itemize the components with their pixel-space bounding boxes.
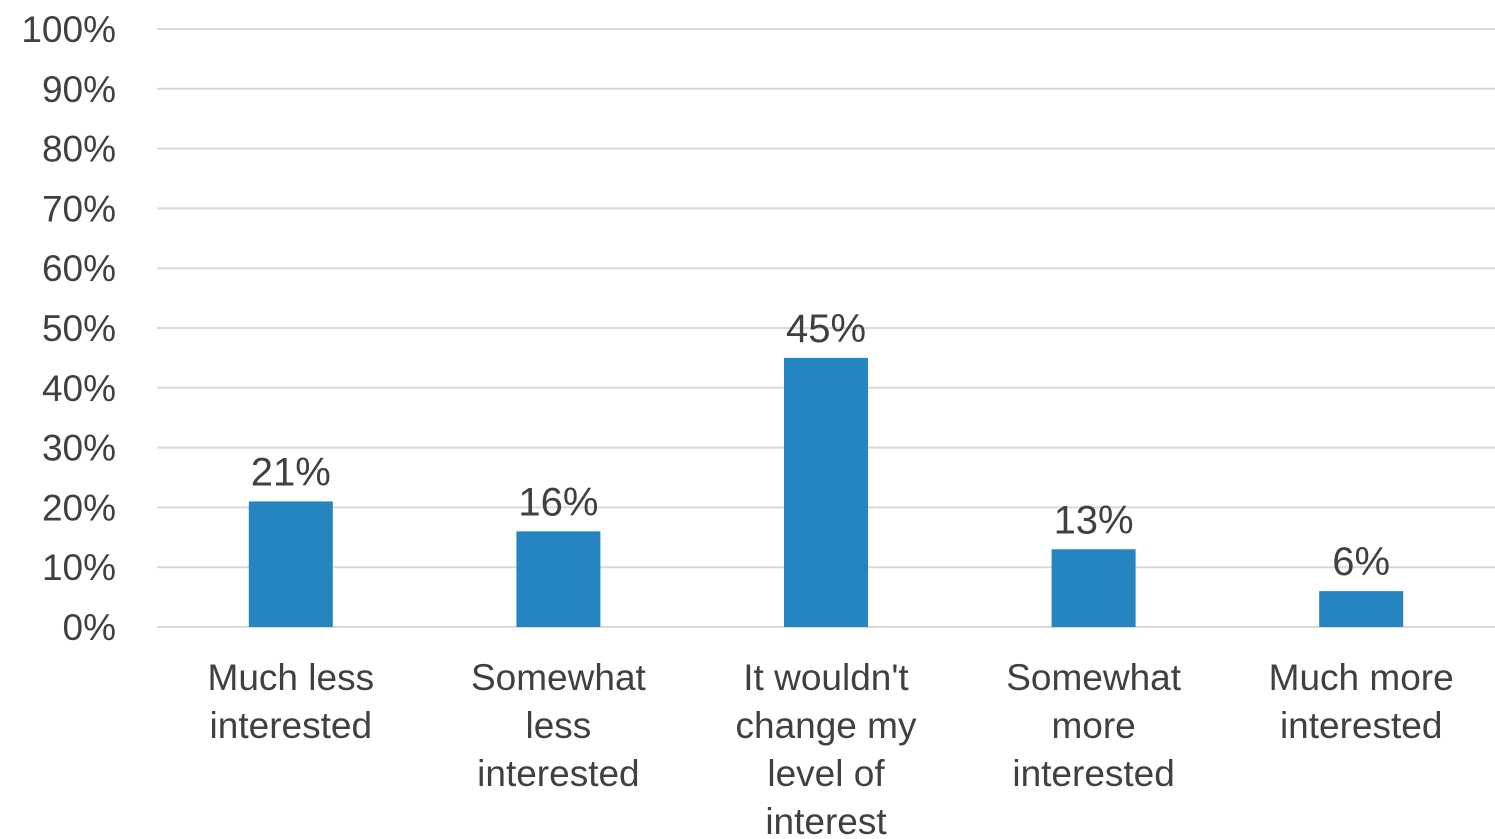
bar [1051, 549, 1136, 627]
data-label: 45% [786, 307, 866, 351]
y-tick-label: 50% [42, 308, 116, 349]
y-tick-label: 100% [21, 9, 116, 50]
bar [784, 357, 868, 627]
category-label-line: Much less [208, 657, 375, 698]
category-label-line: less [525, 705, 591, 746]
bar [248, 501, 333, 627]
category-label-line: Somewhat [471, 657, 647, 698]
x-axis-category-labels: Much less interested Somewhat less intereste… [208, 657, 1454, 839]
y-tick-label: 70% [42, 188, 116, 229]
category-label-line: It wouldn't [743, 657, 909, 698]
bar [1319, 591, 1404, 627]
y-tick-label: 80% [42, 129, 116, 170]
category-label-line: Somewhat [1006, 657, 1182, 698]
category-label: Much less interested [208, 657, 375, 746]
y-tick-label: 0% [63, 607, 116, 648]
y-axis-tick-labels: 0% 10% 20% 30% 40% 50% 60% 70% 80% 90% 100% [21, 9, 116, 648]
category-label: Somewhat less interested [471, 657, 647, 794]
category-label-line: interested [477, 753, 640, 794]
bars [248, 357, 1404, 627]
category-label-line: interest [765, 801, 887, 839]
data-label: 6% [1332, 540, 1390, 584]
category-label-line: interested [210, 705, 373, 746]
category-label-line: interested [1012, 753, 1175, 794]
bar [516, 531, 601, 627]
category-label-line: Much more [1269, 657, 1454, 698]
y-tick-label: 30% [42, 428, 116, 469]
category-label-line: level of [767, 753, 885, 794]
y-tick-label: 40% [42, 368, 116, 409]
category-label: Somewhat more interested [1006, 657, 1182, 794]
y-tick-label: 90% [42, 69, 116, 110]
category-label: It wouldn't change my level of interest [736, 657, 917, 839]
y-tick-label: 10% [42, 547, 116, 588]
category-label-line: change my [736, 705, 917, 746]
category-label: Much more interested [1269, 657, 1454, 746]
data-label: 16% [518, 480, 598, 524]
data-labels: 21% 16% 45% 13% 6% [251, 307, 1390, 584]
category-label-line: more [1051, 705, 1135, 746]
y-tick-label: 20% [42, 487, 116, 528]
category-label-line: interested [1280, 705, 1443, 746]
y-tick-label: 60% [42, 248, 116, 289]
data-label: 13% [1054, 498, 1134, 542]
data-label: 21% [251, 450, 331, 494]
